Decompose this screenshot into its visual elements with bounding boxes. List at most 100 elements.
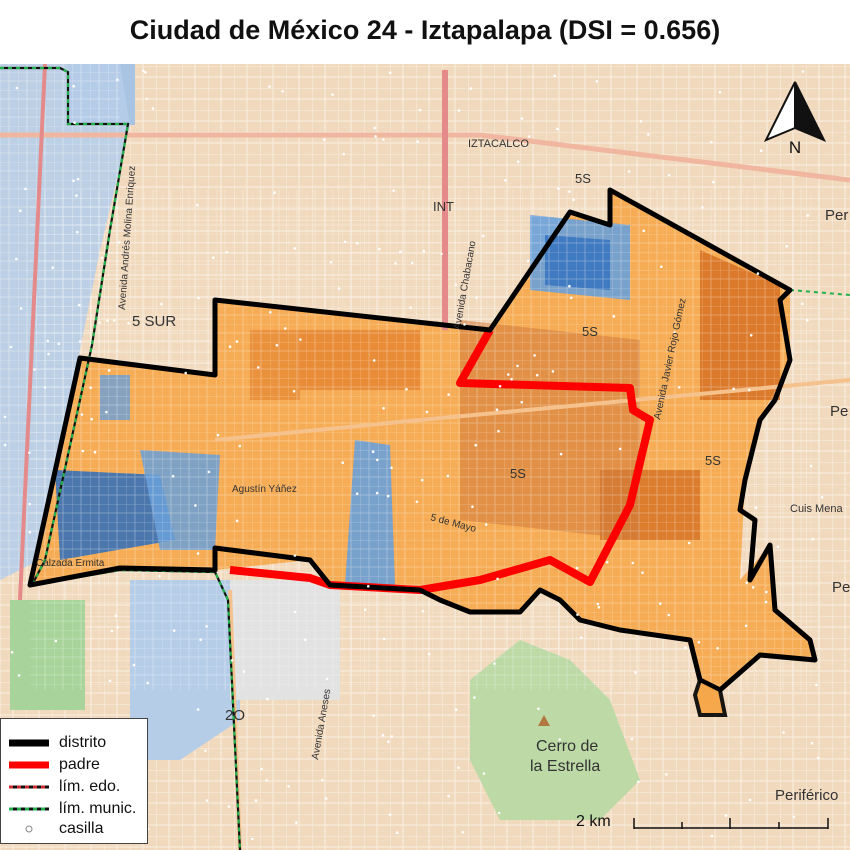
casilla-point — [815, 683, 818, 687]
casilla-point — [242, 670, 246, 673]
casilla-point — [409, 306, 412, 310]
casilla-point — [718, 91, 722, 94]
casilla-point — [639, 120, 643, 123]
casilla-point — [416, 140, 420, 143]
casilla-point — [144, 71, 147, 74]
casilla-point — [475, 296, 478, 299]
casilla-point — [265, 779, 269, 782]
casilla-point — [697, 640, 701, 644]
casilla-point — [520, 117, 524, 120]
casilla-point — [107, 369, 111, 372]
casilla-point — [516, 364, 519, 368]
casilla-point — [331, 93, 334, 96]
legend-label: casilla — [59, 820, 104, 837]
casilla-point — [388, 71, 392, 75]
casilla-point — [457, 109, 461, 112]
casilla-point — [225, 251, 229, 254]
casilla-point — [568, 284, 571, 288]
casilla-point — [10, 651, 14, 654]
casilla-point — [454, 708, 458, 711]
casilla-point — [809, 464, 813, 468]
casilla-point — [597, 605, 601, 609]
casilla-point — [474, 443, 478, 447]
casilla-point — [684, 646, 687, 649]
casilla-point — [627, 170, 631, 173]
casilla-point — [388, 813, 392, 816]
casilla-point — [375, 491, 379, 495]
casilla-point — [196, 203, 199, 207]
casilla-point — [710, 834, 714, 838]
casilla-point — [816, 756, 820, 760]
casilla-point — [516, 160, 520, 163]
casilla-point — [73, 121, 76, 124]
casilla-point — [299, 338, 302, 341]
casilla-point — [207, 470, 211, 474]
casilla-point — [158, 575, 161, 578]
scale-bar-label: 2 km — [576, 813, 611, 830]
casilla-point — [46, 339, 50, 343]
legend-item-lim-munic: lím. munic. — [7, 799, 145, 819]
casilla-point — [228, 345, 232, 349]
north-arrow: N — [760, 80, 830, 160]
casilla-point — [440, 252, 443, 256]
casilla-point — [205, 799, 209, 802]
casilla-point — [51, 266, 54, 270]
casilla-point — [387, 740, 390, 743]
casilla-point — [295, 821, 298, 824]
casilla-point — [776, 545, 780, 549]
casilla-point — [749, 334, 753, 337]
casilla-point — [194, 504, 197, 507]
casilla-point — [667, 173, 671, 177]
casilla-point — [527, 135, 531, 138]
casilla-point — [806, 214, 810, 217]
casilla-point — [701, 206, 704, 209]
casilla-point — [127, 322, 130, 325]
casilla-point — [251, 837, 254, 841]
casilla-point — [78, 340, 82, 343]
casilla-point — [28, 502, 32, 506]
casilla-point — [395, 831, 399, 834]
casilla-point — [677, 386, 681, 389]
casilla-point — [93, 450, 97, 454]
casilla-point — [160, 302, 163, 306]
casilla-point — [273, 191, 276, 194]
casilla-point — [535, 373, 539, 377]
north-arrow-icon-dark — [794, 81, 827, 142]
casilla-point — [17, 674, 21, 677]
map-legend: distrito padre lím. edo. lím. munic. cas… — [0, 718, 148, 844]
casilla-point — [268, 85, 271, 88]
casilla-point — [303, 638, 307, 642]
casilla-point — [76, 177, 80, 181]
casilla-point — [482, 772, 486, 775]
casilla-point — [275, 344, 279, 347]
north-arrow-icon — [763, 81, 796, 142]
label-per-1: Per — [825, 207, 848, 224]
casilla-point — [355, 492, 359, 496]
casilla-point — [612, 315, 616, 318]
map-canvas[interactable]: IZTACALCO Cerro de la Estrella 5 SUR 5S … — [0, 64, 850, 850]
casilla-point — [410, 261, 414, 265]
casilla-point — [108, 679, 112, 683]
casilla-point — [293, 610, 297, 614]
casilla-point — [28, 531, 32, 534]
casilla-point — [579, 636, 583, 639]
casilla-point — [227, 805, 231, 808]
peak-marker-icon — [538, 715, 550, 726]
casilla-point — [754, 506, 758, 510]
casilla-point — [471, 505, 474, 509]
casilla-point — [660, 265, 663, 269]
casilla-point — [116, 626, 119, 629]
road-west — [18, 64, 47, 601]
casilla-point — [533, 354, 536, 357]
casilla-point — [496, 577, 499, 581]
casilla-point — [363, 608, 367, 611]
casilla-point — [425, 410, 429, 414]
casilla-point — [537, 707, 540, 710]
casilla-point — [524, 145, 527, 148]
casilla-point — [14, 257, 18, 261]
casilla-point — [80, 413, 84, 416]
road-north — [0, 132, 850, 183]
casilla-point — [665, 773, 668, 776]
casilla-point — [24, 187, 27, 191]
casilla-point — [293, 247, 297, 250]
